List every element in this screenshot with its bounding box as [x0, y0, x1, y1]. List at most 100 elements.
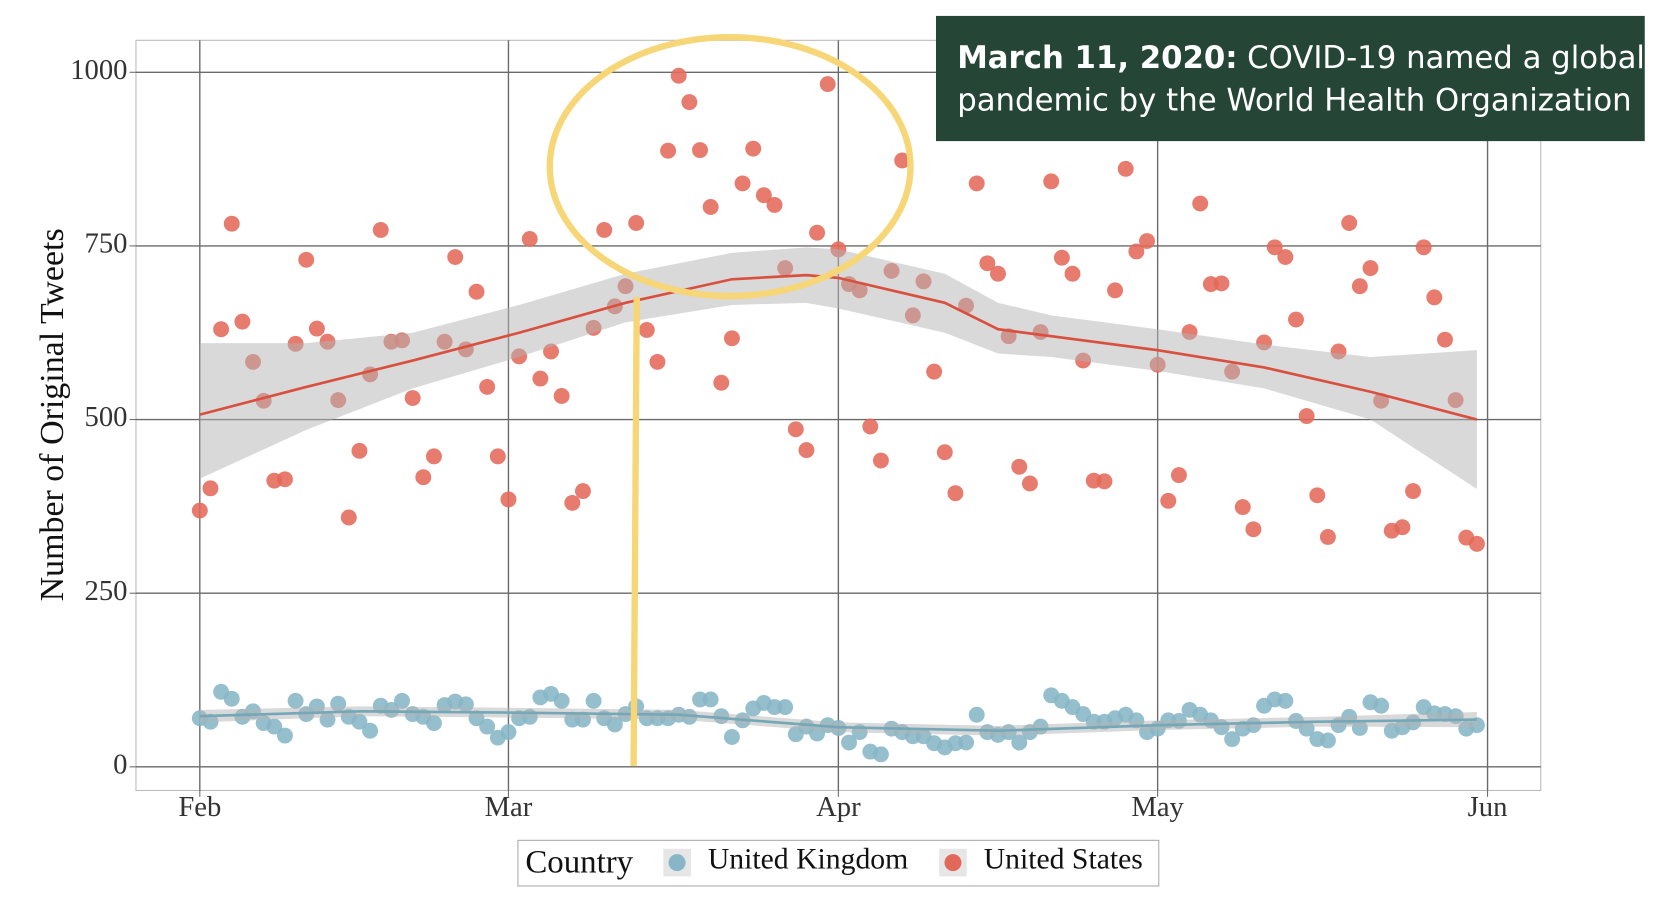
data-point	[266, 718, 283, 735]
data-point	[1426, 289, 1443, 306]
data-point	[681, 94, 698, 111]
legend-label: United States	[984, 843, 1143, 875]
data-point	[702, 691, 719, 708]
data-point	[638, 322, 655, 338]
legend-title: Country	[525, 844, 633, 880]
data-point	[1319, 732, 1336, 749]
data-point	[500, 724, 517, 741]
data-point	[979, 255, 996, 272]
y-tick-label: 750	[85, 227, 128, 259]
data-point	[1053, 249, 1070, 266]
data-point	[628, 215, 645, 231]
data-point	[372, 221, 389, 238]
data-point	[479, 378, 496, 395]
trend-line	[199, 273, 1478, 421]
data-point	[202, 480, 219, 497]
data-point	[1394, 519, 1411, 536]
data-point	[308, 320, 325, 337]
annotation: March 11, 2020: COVID-19 named a global p…	[935, 15, 1645, 142]
trend-line	[199, 709, 1477, 733]
annotation-line-2: pandemic by the World Health Organizatio…	[957, 82, 1631, 118]
data-point	[191, 502, 208, 519]
data-point	[1224, 731, 1241, 748]
data-point	[766, 196, 783, 213]
data-point	[1021, 475, 1038, 492]
data-point	[1096, 473, 1113, 490]
data-point	[468, 283, 485, 300]
data-point	[1309, 487, 1326, 504]
data-point	[351, 442, 368, 459]
data-point	[276, 727, 293, 744]
data-point	[745, 140, 762, 157]
data-point	[447, 249, 464, 265]
data-point	[298, 251, 315, 268]
data-point	[553, 387, 570, 404]
data-point	[425, 448, 442, 465]
y-tick-label: 0	[113, 748, 127, 780]
data-point	[1319, 528, 1336, 545]
data-point	[351, 713, 368, 730]
data-point	[798, 442, 815, 459]
annotation-text: COVID-19 named a global	[1247, 40, 1645, 76]
data-point	[234, 313, 251, 330]
data-point	[1160, 492, 1177, 509]
data-point	[1298, 408, 1315, 425]
data-point	[585, 692, 602, 709]
data-point	[787, 421, 804, 438]
data-point	[223, 690, 240, 707]
data-point	[479, 718, 496, 735]
data-point	[276, 471, 293, 488]
data-point	[734, 175, 751, 192]
data-point	[1341, 215, 1358, 231]
data-point	[532, 370, 549, 387]
data-point	[606, 716, 623, 733]
data-point	[649, 353, 666, 370]
data-point	[394, 692, 410, 709]
data-point	[1139, 233, 1155, 250]
x-tick-label: May	[1131, 791, 1184, 823]
data-point	[553, 692, 570, 709]
annotation-box	[935, 15, 1645, 142]
highlight-ellipse	[546, 33, 914, 300]
confidence-band	[199, 247, 1477, 490]
data-point	[1415, 239, 1432, 256]
data-point	[1373, 697, 1390, 714]
data-point	[521, 231, 538, 247]
data-point	[1277, 249, 1294, 265]
data-point	[947, 485, 964, 502]
data-point	[1117, 160, 1134, 177]
x-tick-label: Apr	[816, 791, 861, 823]
data-point	[404, 390, 421, 406]
y-tick-label: 1000	[70, 54, 127, 86]
data-point	[1362, 260, 1379, 277]
legend-key	[944, 854, 962, 872]
data-point	[777, 699, 794, 716]
data-point	[564, 494, 581, 511]
data-point	[1234, 499, 1251, 516]
x-tick-label: Feb	[178, 791, 221, 823]
legend-box	[517, 839, 1160, 887]
x-tick-label: Mar	[485, 791, 533, 823]
legend-key	[668, 854, 686, 872]
data-point	[894, 152, 911, 169]
data-point	[1107, 282, 1124, 299]
data-point	[872, 452, 889, 469]
data-point	[1468, 535, 1485, 552]
highlight-line	[630, 297, 640, 767]
data-point	[1351, 278, 1368, 295]
data-point	[936, 444, 953, 461]
data-point	[1288, 311, 1304, 328]
data-point	[670, 67, 687, 84]
data-point	[958, 734, 975, 751]
data-point	[660, 142, 677, 159]
data-point	[1213, 275, 1230, 292]
x-tick-label: Jun	[1468, 791, 1508, 823]
data-point	[1011, 734, 1028, 751]
data-point	[1128, 243, 1145, 260]
y-tick-label: 250	[85, 575, 128, 607]
data-point	[596, 221, 613, 238]
data-point	[425, 715, 442, 732]
data-point	[1277, 692, 1294, 709]
y-tick-label: 500	[85, 401, 128, 433]
